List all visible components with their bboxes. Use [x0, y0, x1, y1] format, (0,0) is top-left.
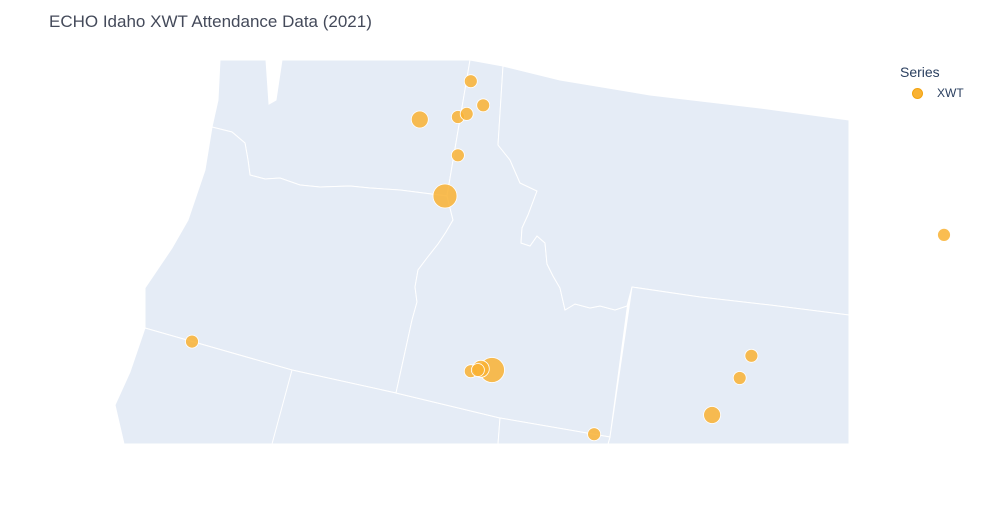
marker-point-16[interactable]	[937, 227, 951, 242]
land-california-nevada	[114, 327, 501, 444]
land-wyoming	[607, 286, 849, 444]
marker-point-14[interactable]	[744, 348, 759, 363]
marker-point-1[interactable]	[463, 74, 478, 89]
marker-point-4[interactable]	[476, 98, 491, 113]
marker-point-11[interactable]	[587, 427, 601, 442]
marker-point-0[interactable]	[410, 110, 429, 129]
chart-title: ECHO Idaho XWT Attendance Data (2021)	[49, 12, 372, 31]
markers-layer	[185, 74, 951, 442]
marker-point-12[interactable]	[703, 406, 721, 424]
border-california-nevada	[271, 369, 293, 444]
legend: Series XWT	[900, 64, 964, 100]
legend-entry-xwt[interactable]: XWT	[908, 85, 983, 103]
marker-point-3[interactable]	[459, 107, 474, 121]
land-utah	[497, 417, 611, 444]
marker-point-13[interactable]	[732, 371, 747, 385]
legend-title: Series	[900, 64, 940, 80]
marker-point-5[interactable]	[450, 148, 465, 163]
marker-point-10[interactable]	[470, 363, 485, 377]
legend-label: XWT	[937, 86, 964, 100]
land-montana	[497, 65, 849, 316]
legend-swatch	[912, 88, 923, 99]
marker-point-6[interactable]	[432, 183, 458, 209]
marker-point-15[interactable]	[185, 334, 199, 349]
